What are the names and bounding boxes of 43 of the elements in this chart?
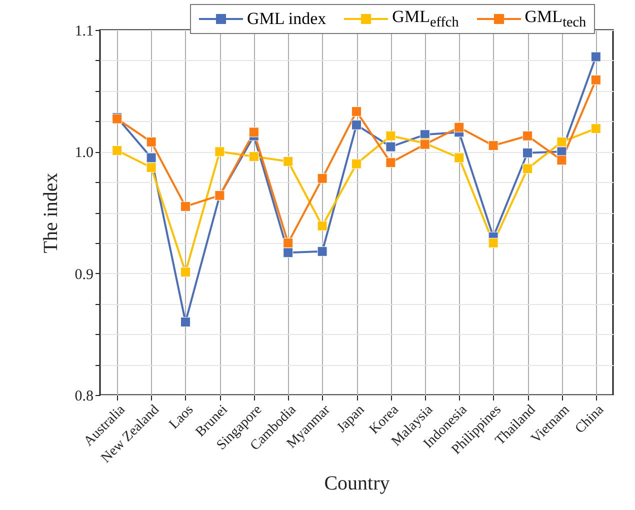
point xyxy=(454,152,464,163)
point xyxy=(590,52,601,62)
point xyxy=(180,201,190,212)
point xyxy=(214,146,225,157)
y-tick-label: 0.8 xyxy=(74,388,94,404)
point xyxy=(248,152,259,162)
point xyxy=(590,74,601,85)
y-tick-label: 1.1 xyxy=(74,24,94,40)
point xyxy=(488,238,498,248)
y-tick-label: 1.0 xyxy=(74,145,94,162)
point xyxy=(556,155,567,166)
point xyxy=(590,124,601,134)
y-tick-label: 0.9 xyxy=(74,266,94,283)
point xyxy=(317,173,328,184)
legend-label: GML$_{tech}$ xyxy=(524,7,586,32)
point xyxy=(248,127,259,138)
x-axis-title: Country xyxy=(324,472,390,494)
y-axis-title: The index xyxy=(40,172,62,254)
point xyxy=(283,156,294,166)
legend-label: GML index xyxy=(247,9,326,30)
point xyxy=(386,130,396,141)
point xyxy=(522,130,532,141)
point xyxy=(352,106,362,117)
point xyxy=(112,145,122,156)
point xyxy=(283,238,294,248)
point xyxy=(454,122,464,132)
point xyxy=(386,158,396,168)
point xyxy=(180,267,190,278)
point xyxy=(488,140,498,151)
legend-label: GML$_{effch}$ xyxy=(392,7,459,32)
point xyxy=(283,248,294,258)
point xyxy=(352,120,362,130)
point xyxy=(522,148,532,158)
point xyxy=(146,136,156,147)
point xyxy=(146,152,156,163)
point xyxy=(386,142,396,152)
point xyxy=(146,162,156,172)
point xyxy=(317,220,328,231)
point xyxy=(522,164,532,174)
point xyxy=(180,317,190,327)
point xyxy=(556,136,567,147)
point xyxy=(352,158,362,169)
point xyxy=(317,246,328,256)
